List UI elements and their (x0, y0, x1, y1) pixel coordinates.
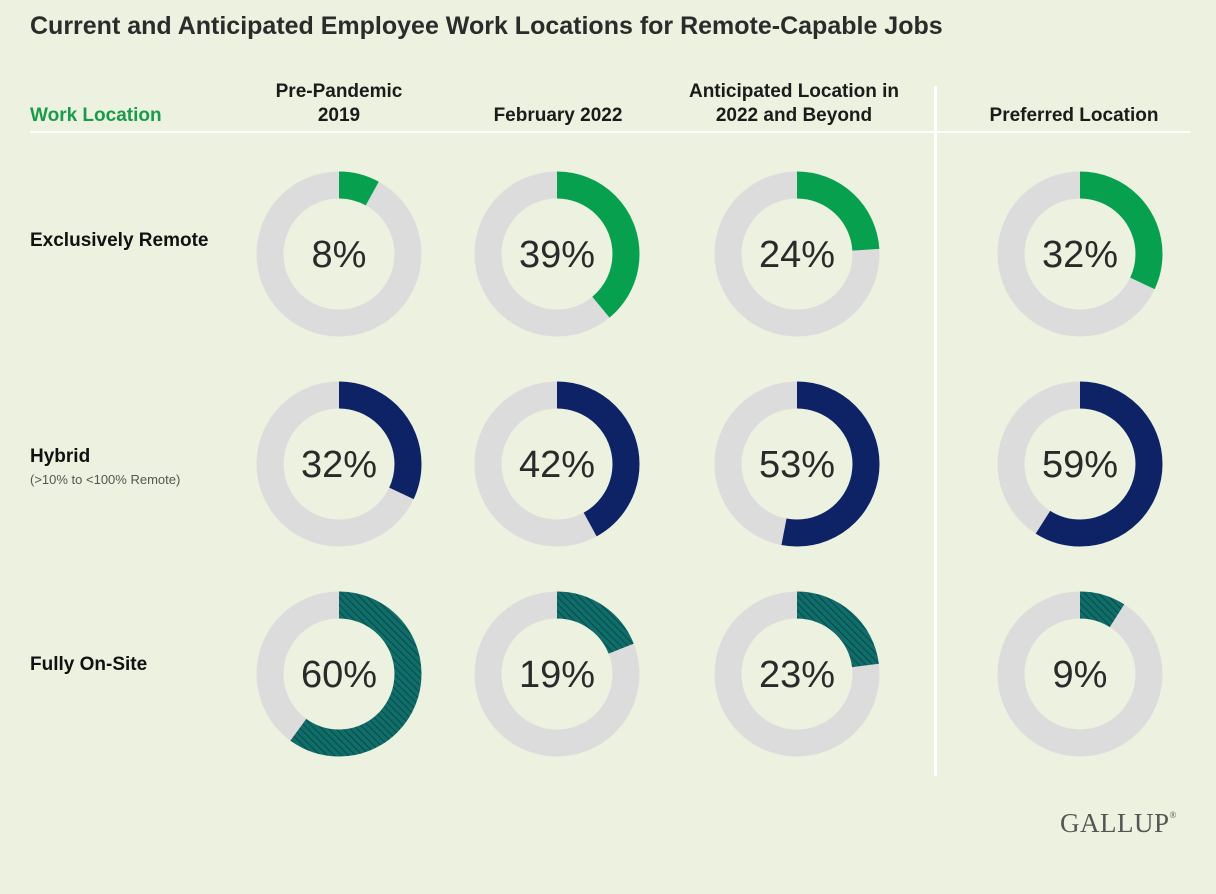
donut-value-label: 19% (519, 654, 595, 696)
donut-hybrid-4: 59% (997, 381, 1163, 547)
donut-segment (997, 591, 1163, 757)
chart-title: Current and Anticipated Employee Work Lo… (30, 12, 943, 40)
donut-segment (714, 591, 880, 757)
donut-value-label: 59% (1042, 444, 1118, 486)
column-header-line: Anticipated Location in (688, 81, 900, 102)
donut-hybrid-3: 53% (714, 381, 880, 547)
row-header-work-location: Work Location (30, 105, 162, 126)
donut-hybrid-2: 42% (474, 381, 640, 547)
donut-segment (997, 171, 1163, 337)
column-header-line: Preferred Location (989, 105, 1159, 126)
column-header-anticipated: Anticipated Location in 2022 and Beyond (664, 80, 924, 128)
donut-segment (997, 381, 1163, 547)
donut-value-label: 60% (301, 654, 377, 696)
donut-segment (256, 591, 422, 757)
donut-fully-on-site-1: 60% (256, 591, 422, 757)
donut-exclusively-remote-3: 24% (714, 171, 880, 337)
donut-fully-on-site-2: 19% (474, 591, 640, 757)
donut-fully-on-site-3: 23% (714, 591, 880, 757)
row-label-exclusively-remote: Exclusively Remote (30, 230, 209, 251)
donut-segment (256, 381, 422, 547)
donut-value-label: 39% (519, 234, 595, 276)
column-header-line: Pre-Pandemic (275, 81, 403, 102)
column-header-pre-pandemic: Pre-Pandemic 2019 (209, 80, 469, 128)
donut-value-label: 24% (759, 234, 835, 276)
column-divider (934, 86, 937, 776)
donut-exclusively-remote-2: 39% (474, 171, 640, 337)
donut-value-label: 32% (1042, 234, 1118, 276)
donut-fully-on-site-4: 9% (997, 591, 1163, 757)
donut-value-label: 32% (301, 444, 377, 486)
donut-exclusively-remote-4: 32% (997, 171, 1163, 337)
column-header-february-2022: February 2022 (428, 104, 688, 128)
donut-segment (714, 381, 880, 547)
row-label-hybrid: Hybrid (30, 446, 91, 467)
donut-hybrid-1: 32% (256, 381, 422, 547)
column-header-line: 2019 (317, 105, 361, 126)
donut-segment (474, 171, 640, 337)
gallup-logo: GALLUP® (1060, 808, 1177, 838)
donut-value-label: 8% (312, 234, 367, 276)
column-header-line: 2022 and Beyond (715, 105, 873, 126)
donut-segment (714, 171, 880, 337)
donut-exclusively-remote-1: 8% (256, 171, 422, 337)
donut-segment (474, 381, 640, 547)
donut-segment (256, 171, 422, 337)
column-header-line: February 2022 (493, 105, 623, 126)
donut-value-label: 53% (759, 444, 835, 486)
donut-value-label: 9% (1053, 654, 1108, 696)
column-header-preferred: Preferred Location (944, 104, 1204, 128)
donut-segment (474, 591, 640, 757)
donut-value-label: 42% (519, 444, 595, 486)
row-label-fully-on-site: Fully On-Site (30, 654, 148, 675)
donut-value-label: 23% (759, 654, 835, 696)
header-divider (30, 131, 1190, 133)
row-sublabel-hybrid: (>10% to <100% Remote) (30, 472, 181, 487)
